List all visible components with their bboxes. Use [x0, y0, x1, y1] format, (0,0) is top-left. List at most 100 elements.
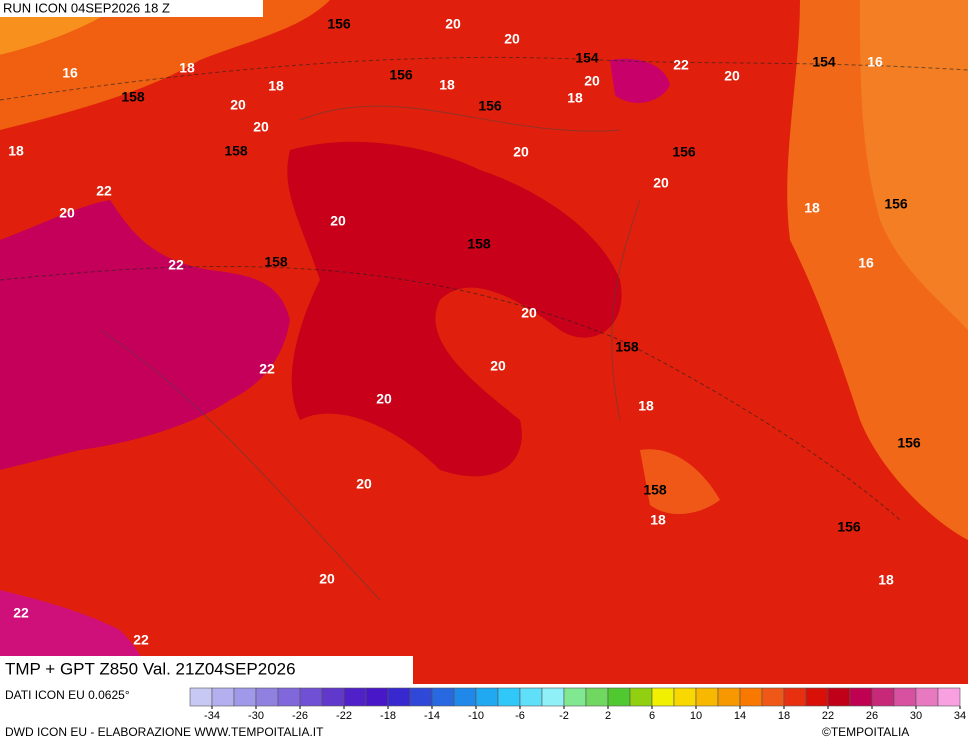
geopotential-label: 156 [672, 144, 696, 160]
geopotential-label: 156 [478, 98, 502, 114]
colorbar-tick-label: -2 [559, 710, 569, 722]
temperature-label: 18 [268, 78, 284, 94]
color-swatch [893, 687, 917, 707]
temperature-label: 22 [133, 632, 149, 648]
hot-zone [287, 141, 622, 477]
run-box [0, 0, 263, 17]
run-label: RUN ICON 04SEP2026 18 Z [3, 0, 170, 15]
temperature-label: 18 [650, 512, 666, 528]
colorbar-tick-label: -14 [424, 710, 440, 722]
credit-label: DWD ICON EU - ELABORAZIONE WWW.TEMPOITAL… [5, 725, 324, 739]
isohypse [0, 56, 968, 521]
temperature-label: 20 [584, 73, 600, 89]
temperature-label: 18 [439, 77, 455, 93]
temperature-label: 20 [513, 144, 529, 160]
colorbar-tick-label: 30 [910, 710, 922, 722]
geopotential-label: 158 [467, 236, 491, 252]
color-swatch [563, 687, 587, 707]
temperature-label: 18 [8, 143, 24, 159]
temperature-label: 20 [230, 97, 246, 113]
color-swatch [761, 687, 785, 707]
color-swatch [519, 687, 543, 707]
temperature-label: 18 [804, 200, 820, 216]
temperature-label: 20 [376, 391, 392, 407]
color-swatch [233, 687, 257, 707]
temperature-label: 22 [673, 57, 689, 73]
color-swatch [277, 687, 301, 707]
colorbar-tick-label: -22 [336, 710, 352, 722]
color-swatch [387, 687, 411, 707]
colorbar-tick-label: 34 [954, 710, 966, 722]
color-swatch [739, 687, 763, 707]
geopotential-label: 158 [224, 143, 248, 159]
color-swatch [871, 687, 895, 707]
map-title: TMP + GPT Z850 Val. 21Z04SEP2026 [5, 659, 296, 678]
color-swatch [673, 687, 697, 707]
geopotential-label: 156 [327, 16, 351, 32]
color-swatch [299, 687, 323, 707]
color-swatch [409, 687, 433, 707]
color-swatch [849, 687, 873, 707]
temperature-label: 20 [253, 119, 269, 135]
geopotential-label: 156 [389, 67, 413, 83]
temperature-label: 18 [179, 60, 195, 76]
warm-zone [640, 449, 720, 515]
color-swatch [805, 687, 829, 707]
colorbar-tick-label: 10 [690, 710, 702, 722]
colorbar-tick-label: 2 [605, 710, 611, 722]
color-swatch [343, 687, 367, 707]
colorbar-tick-label: -6 [515, 710, 525, 722]
color-swatch [497, 687, 521, 707]
temperature-label: 20 [445, 16, 461, 32]
temperature-label: 22 [168, 257, 184, 273]
color-swatch [629, 687, 653, 707]
geopotential-label: 158 [643, 482, 667, 498]
temperature-label: 20 [521, 305, 537, 321]
temperature-label: 20 [330, 213, 346, 229]
map [0, 0, 968, 684]
color-swatch [189, 687, 213, 707]
title-box [0, 656, 413, 684]
color-swatch [695, 687, 719, 707]
temperature-label: 20 [490, 358, 506, 374]
temperature-label: 16 [858, 255, 874, 271]
coastline [99, 105, 641, 601]
temperature-label: 20 [504, 31, 520, 47]
temperature-label: 18 [878, 572, 894, 588]
color-swatch [783, 687, 807, 707]
colorbar-tick-label: 14 [734, 710, 746, 722]
warm-zone [0, 0, 330, 130]
temperature-label: 16 [62, 65, 78, 81]
temperature-label: 20 [59, 205, 75, 221]
geopotential-label: 156 [837, 519, 861, 535]
temperature-label: 20 [724, 68, 740, 84]
very-hot-zone [610, 58, 670, 103]
color-swatch [937, 687, 961, 707]
geopotential-label: 158 [121, 89, 145, 105]
color-swatch [453, 687, 477, 707]
color-swatch [541, 687, 565, 707]
warm-zone [860, 0, 968, 330]
geopotential-label: 156 [884, 196, 908, 212]
very-hot-zone [0, 200, 290, 470]
color-swatch [211, 687, 235, 707]
color-swatch [321, 687, 345, 707]
color-swatch [607, 687, 631, 707]
source-label: DATI ICON EU 0.0625° [5, 688, 130, 702]
colorbar-tick-label: -30 [248, 710, 264, 722]
temperature-label: 22 [259, 361, 275, 377]
color-swatch [585, 687, 609, 707]
geopotential-label: 154 [575, 50, 599, 66]
colorbar-tick-label: -10 [468, 710, 484, 722]
colorbar-tick-label: 18 [778, 710, 790, 722]
color-swatch [365, 687, 389, 707]
color-swatch [431, 687, 455, 707]
color-swatch [651, 687, 675, 707]
temperature-label: 22 [96, 183, 112, 199]
color-swatch [255, 687, 279, 707]
colorbar-tick-label: 22 [822, 710, 834, 722]
colorbar-tick-label: -26 [292, 710, 308, 722]
temperature-label: 18 [567, 90, 583, 106]
